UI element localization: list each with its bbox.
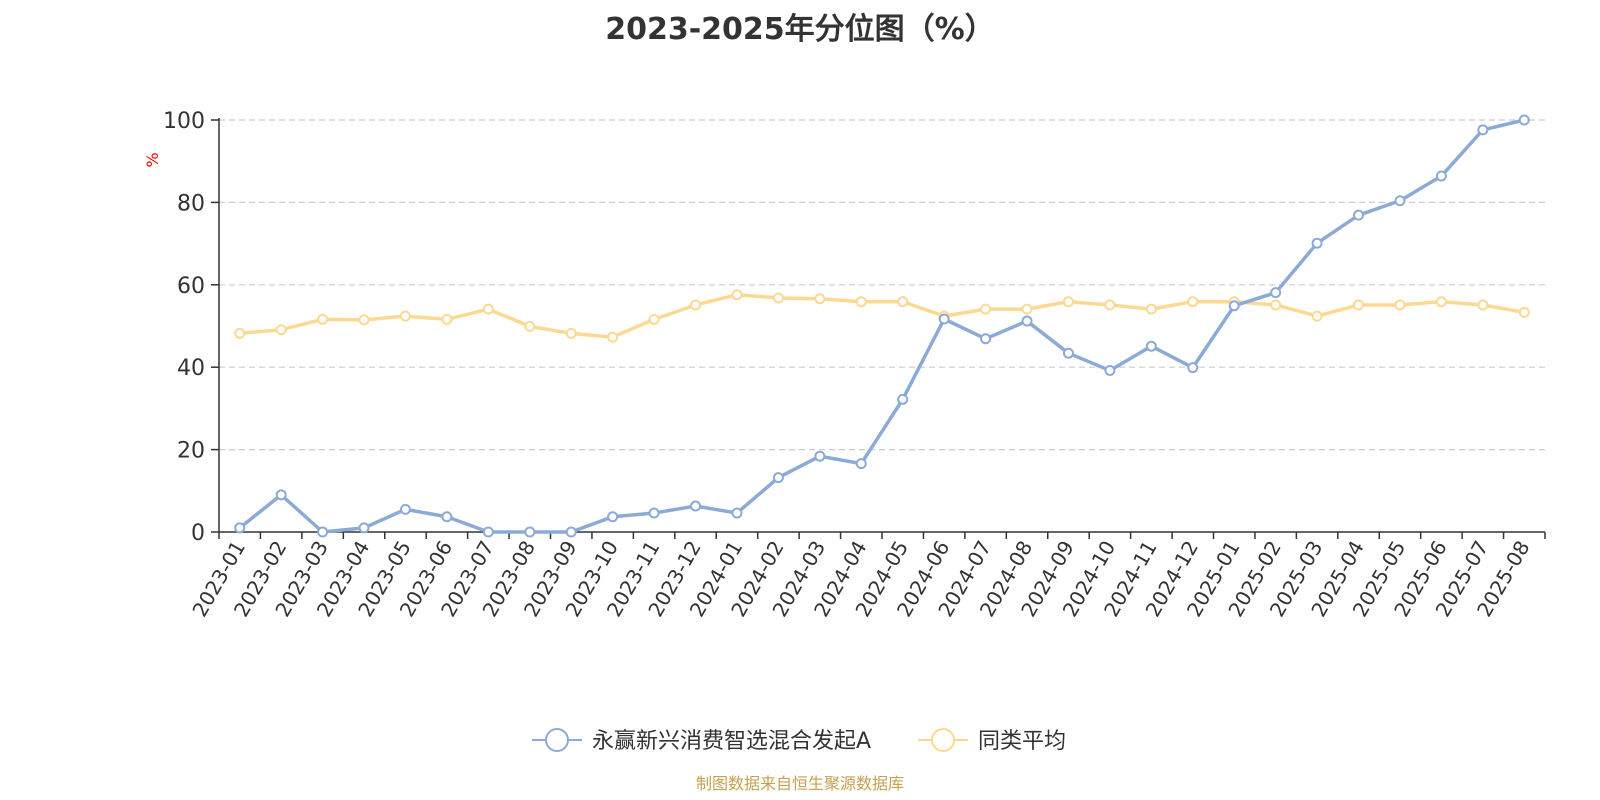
data-point[interactable] [1187,296,1199,308]
data-point[interactable] [1062,296,1074,308]
data-point[interactable] [1394,299,1406,311]
data-point[interactable] [607,331,619,343]
data-point[interactable] [1435,170,1447,182]
data-point[interactable] [358,522,370,534]
data-point[interactable] [1435,296,1447,308]
data-point[interactable] [897,296,909,308]
data-point[interactable] [648,507,660,519]
axes [211,118,1546,539]
x-tick-labels: 2023-012023-022023-032023-042023-052023-… [187,537,1534,621]
series-line [239,292,1525,339]
series-0 [234,114,1530,538]
data-point[interactable] [441,511,453,523]
data-point[interactable] [731,507,743,519]
legend-item-series-1[interactable]: 同类平均 [918,728,1066,754]
data-point[interactable] [607,511,619,523]
data-point[interactable] [1353,299,1365,311]
y-tick-label: 80 [177,191,205,216]
y-tick-label: 0 [191,521,205,546]
data-point[interactable] [855,296,867,308]
data-point[interactable] [1270,287,1282,299]
data-point[interactable] [1477,124,1489,136]
data-point[interactable] [524,320,536,332]
legend-swatch-circle [931,728,955,752]
data-point[interactable] [648,313,660,325]
legend-label: 永赢新兴消费智选混合发起A [592,729,871,754]
data-point[interactable] [234,327,246,339]
data-point[interactable] [772,472,784,484]
data-point[interactable] [565,327,577,339]
series-1 [234,289,1530,343]
data-point[interactable] [1021,315,1033,327]
data-point[interactable] [1187,362,1199,374]
series-line [238,118,1525,534]
data-point[interactable] [772,292,784,304]
data-point[interactable] [1353,209,1365,221]
data-point[interactable] [814,293,826,305]
data-point[interactable] [482,303,494,315]
data-point[interactable] [1394,195,1406,207]
data-point[interactable] [399,503,411,515]
data-point[interactable] [1311,237,1323,249]
data-source-note: 制图数据来自恒生聚源数据库 [695,774,904,793]
data-point[interactable] [317,526,329,538]
data-point[interactable] [1104,299,1116,311]
data-point[interactable] [1104,364,1116,376]
data-point[interactable] [980,333,992,345]
data-point[interactable] [358,314,370,326]
y-tick-label: 40 [177,356,205,381]
y-tick-label: 60 [177,274,205,299]
data-point[interactable] [897,393,909,405]
grid-lines [219,119,1545,451]
series [234,114,1530,538]
chart-title: 2023-2025年分位图（%） [605,12,995,47]
data-point[interactable] [1518,114,1530,126]
data-point[interactable] [524,526,536,538]
y-tick-label: 100 [163,109,205,134]
data-point[interactable] [1228,300,1240,312]
data-point[interactable] [938,313,950,325]
data-point[interactable] [1145,340,1157,352]
data-point[interactable] [855,458,867,470]
legend-item-series-0[interactable]: 永赢新兴消费智选混合发起A [532,728,871,754]
data-point[interactable] [1311,310,1323,322]
data-point[interactable] [690,299,702,311]
data-point[interactable] [1062,347,1074,359]
y-tick-label: 20 [177,439,205,464]
data-point[interactable] [1145,303,1157,315]
data-point[interactable] [980,303,992,315]
data-point[interactable] [690,500,702,512]
legend-swatch-circle [545,728,569,752]
data-point[interactable] [1270,299,1282,311]
data-point[interactable] [275,324,287,336]
legend[interactable]: 永赢新兴消费智选混合发起A 同类平均 [532,728,1066,754]
legend-label: 同类平均 [978,729,1066,754]
data-point[interactable] [482,526,494,538]
data-point[interactable] [731,289,743,301]
data-point[interactable] [317,313,329,325]
data-point[interactable] [399,310,411,322]
data-point[interactable] [1518,306,1530,318]
data-point[interactable] [441,313,453,325]
data-point[interactable] [275,489,287,501]
data-point[interactable] [1021,303,1033,315]
data-point[interactable] [1477,299,1489,311]
y-tick-labels: 0 20 40 60 80 100 [163,109,205,546]
y-axis-label: % [143,152,162,167]
data-point[interactable] [234,522,246,534]
data-point[interactable] [814,450,826,462]
data-point[interactable] [565,526,577,538]
